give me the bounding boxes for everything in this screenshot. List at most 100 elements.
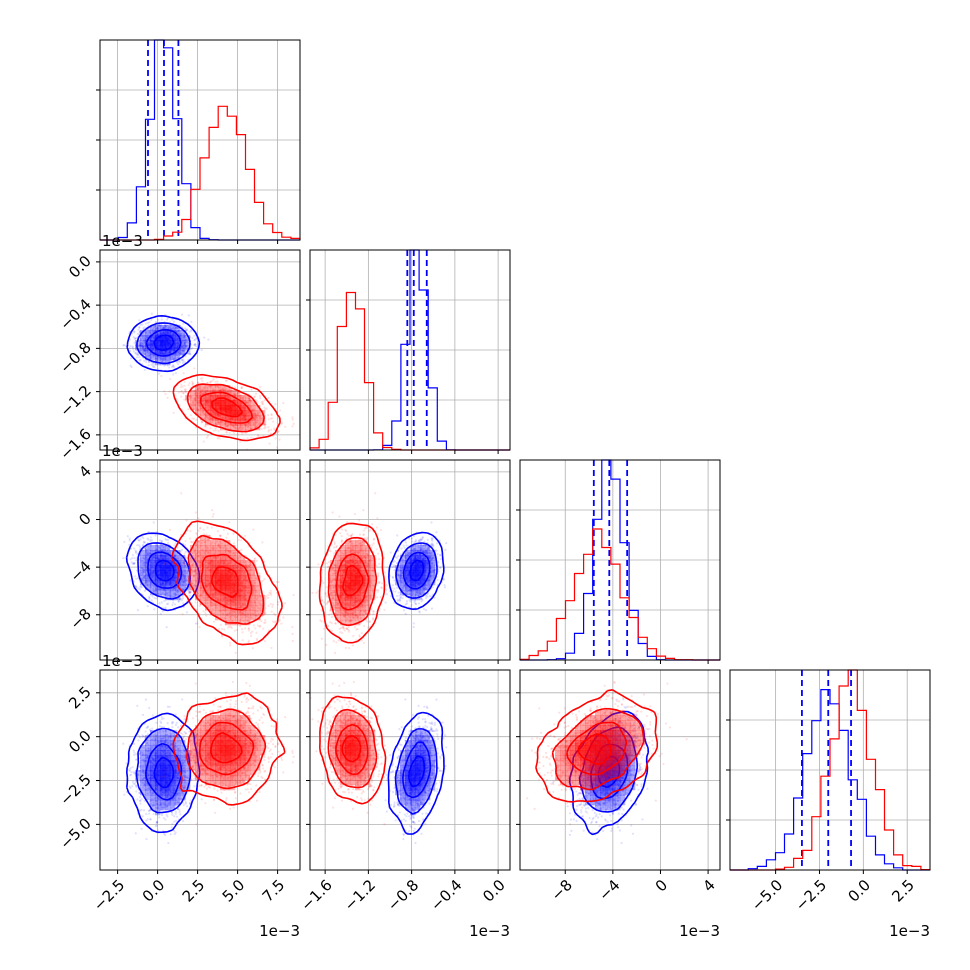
sample-point bbox=[255, 614, 258, 617]
sample-point bbox=[255, 631, 258, 634]
sample-point bbox=[215, 558, 218, 561]
sample-point bbox=[232, 431, 236, 435]
sample-point bbox=[218, 421, 221, 425]
density-cell bbox=[245, 410, 251, 416]
sample-point bbox=[169, 550, 172, 553]
sample-point bbox=[144, 331, 147, 334]
sample-point bbox=[175, 326, 179, 329]
sample-point bbox=[232, 542, 236, 545]
sample-point bbox=[195, 394, 198, 397]
sample-point bbox=[223, 385, 226, 388]
sample-point bbox=[203, 417, 206, 420]
sample-point bbox=[195, 590, 199, 594]
sample-point bbox=[146, 351, 149, 354]
sample-point bbox=[138, 359, 141, 362]
sample-point bbox=[203, 417, 206, 420]
sample-point bbox=[206, 416, 209, 419]
sample-point bbox=[180, 561, 183, 564]
sample-point bbox=[142, 568, 145, 571]
sample-point bbox=[133, 331, 136, 334]
density-cell bbox=[215, 405, 221, 411]
sample-point bbox=[192, 403, 196, 406]
sample-point bbox=[188, 591, 192, 594]
sample-point bbox=[198, 413, 202, 417]
sample-point bbox=[198, 602, 201, 605]
density-cell bbox=[180, 580, 186, 586]
sample-point bbox=[193, 392, 196, 396]
sample-point bbox=[186, 570, 189, 573]
sample-point bbox=[176, 326, 179, 330]
sample-point bbox=[168, 360, 171, 363]
sample-point bbox=[195, 572, 198, 576]
sample-point bbox=[133, 337, 136, 340]
density-cell bbox=[175, 325, 181, 331]
sample-point bbox=[176, 590, 179, 593]
density-cell bbox=[190, 395, 196, 401]
sample-point bbox=[264, 422, 267, 426]
sample-point bbox=[263, 406, 266, 409]
density-cell bbox=[165, 340, 171, 346]
sample-point bbox=[194, 392, 197, 395]
sample-point bbox=[207, 537, 210, 541]
sample-point bbox=[139, 560, 142, 564]
sample-point bbox=[193, 404, 196, 407]
density-cell bbox=[175, 355, 181, 361]
sample-point bbox=[169, 593, 172, 596]
sample-point bbox=[191, 347, 194, 350]
sample-point bbox=[180, 349, 184, 352]
sample-point bbox=[155, 356, 158, 360]
sample-point bbox=[170, 359, 173, 362]
sample-point bbox=[145, 360, 148, 364]
sample-point bbox=[168, 390, 171, 393]
sample-point bbox=[180, 395, 183, 398]
sample-point bbox=[183, 578, 186, 581]
density-cell bbox=[190, 405, 196, 411]
sample-point bbox=[230, 610, 233, 613]
sample-point bbox=[206, 546, 209, 549]
sample-point bbox=[164, 561, 167, 564]
density-cell bbox=[195, 385, 201, 391]
sample-point bbox=[181, 361, 184, 365]
sample-point bbox=[136, 353, 139, 356]
sample-point bbox=[254, 627, 257, 630]
sample-point bbox=[138, 564, 141, 567]
sample-point bbox=[146, 552, 149, 555]
sample-point bbox=[142, 571, 145, 574]
density-cell bbox=[170, 345, 176, 351]
density-cell bbox=[235, 410, 241, 416]
sample-point bbox=[240, 386, 244, 390]
sample-point bbox=[198, 560, 202, 564]
density-cell bbox=[170, 590, 176, 596]
sample-point bbox=[195, 396, 198, 399]
sample-point bbox=[180, 492, 183, 495]
sample-point bbox=[145, 558, 148, 561]
sample-point bbox=[178, 350, 182, 353]
sample-point bbox=[219, 546, 222, 549]
contour-line bbox=[210, 397, 244, 418]
sample-point bbox=[210, 546, 214, 549]
sample-point bbox=[245, 574, 248, 577]
sample-point bbox=[253, 573, 256, 576]
sample-point bbox=[181, 573, 185, 576]
sample-point bbox=[167, 551, 171, 554]
sample-point bbox=[195, 392, 198, 395]
sample-point bbox=[212, 389, 216, 392]
sample-point bbox=[198, 550, 201, 554]
sample-point bbox=[193, 403, 196, 406]
sample-point bbox=[207, 592, 211, 595]
sample-point bbox=[138, 343, 142, 346]
sample-point bbox=[263, 621, 266, 624]
sample-point bbox=[170, 595, 173, 599]
sample-point bbox=[211, 595, 214, 598]
sample-point bbox=[211, 595, 214, 598]
sample-point bbox=[192, 569, 195, 573]
sample-point bbox=[246, 401, 250, 405]
sample-point bbox=[187, 408, 190, 411]
sample-point bbox=[247, 619, 250, 622]
sample-point bbox=[191, 564, 194, 567]
sample-point bbox=[167, 538, 170, 541]
sample-point bbox=[221, 387, 224, 390]
sample-point bbox=[276, 430, 279, 434]
density-cell bbox=[150, 325, 156, 331]
sample-point bbox=[219, 534, 222, 537]
